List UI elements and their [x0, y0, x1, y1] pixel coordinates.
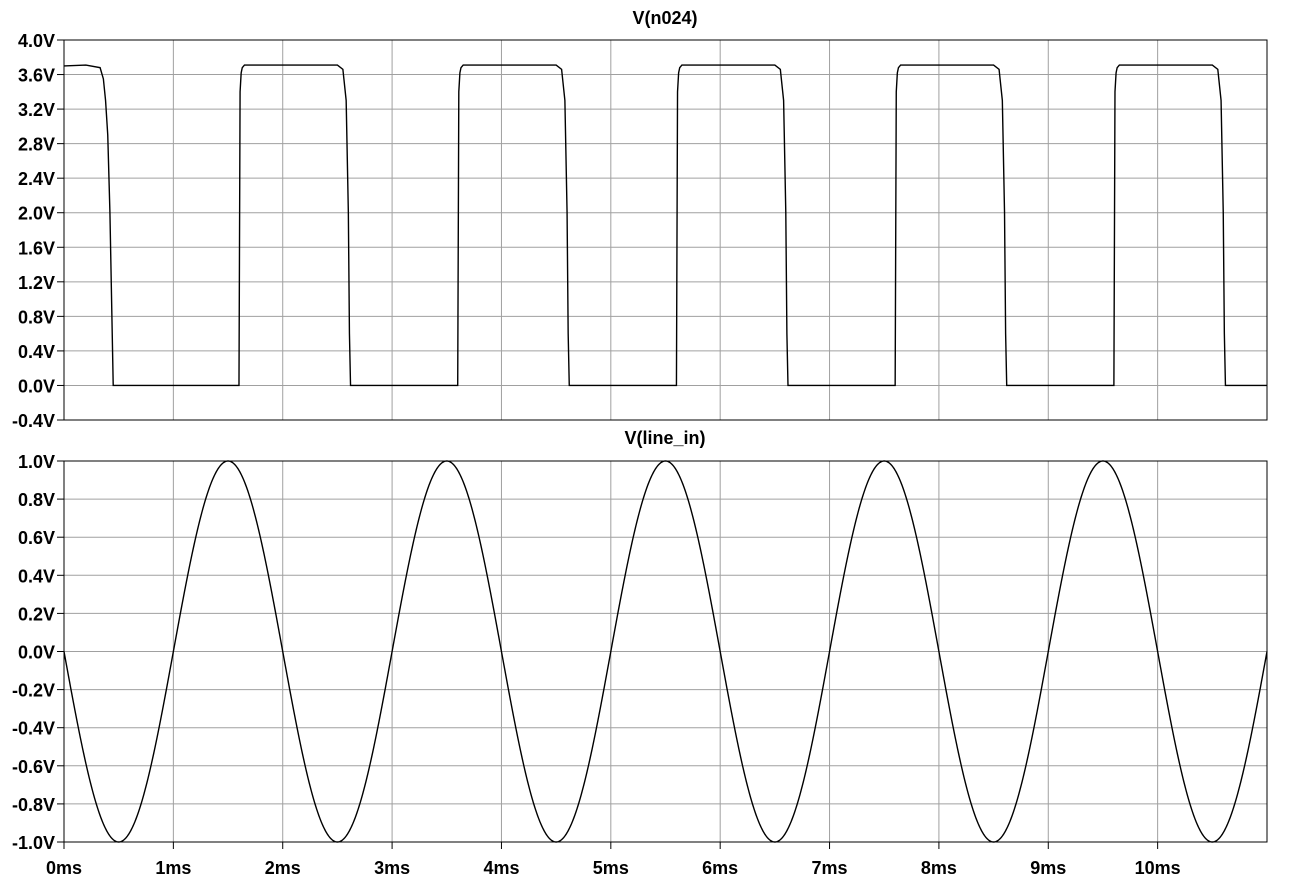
- ytick-bottom-label: -1.0V: [12, 833, 55, 853]
- xtick-label: 4ms: [483, 858, 519, 878]
- ytick-bottom-label: 0.8V: [18, 490, 55, 510]
- ytick-bottom-label: 0.6V: [18, 528, 55, 548]
- xtick-label: 7ms: [812, 858, 848, 878]
- ytick-top-label: 3.6V: [18, 66, 55, 86]
- pane-title-bottom: V(line_in): [624, 428, 705, 448]
- ytick-top-label: 2.4V: [18, 169, 55, 189]
- ytick-top-label: 1.2V: [18, 273, 55, 293]
- xtick-label: 5ms: [593, 858, 629, 878]
- xtick-label: 6ms: [702, 858, 738, 878]
- ytick-top-label: 2.0V: [18, 204, 55, 224]
- pane-title-top: V(n024): [632, 8, 697, 28]
- xtick-label: 8ms: [921, 858, 957, 878]
- ytick-bottom-label: 1.0V: [18, 452, 55, 472]
- trace-n024: [63, 64, 1267, 387]
- ytick-top-label: 2.8V: [18, 135, 55, 155]
- ytick-top-label: 0.4V: [18, 342, 55, 362]
- x-axis-ticks: 0ms 1ms 2ms 3ms 4ms 5ms 6ms 7ms 8ms 9ms 10ms: [46, 842, 1181, 878]
- ytick-top-label: -0.4V: [12, 411, 55, 431]
- pane-top: V(n024) 4.0V 3.6V 3.2V 2.8V 2.4V 2.0V 1.6V 1.2V…: [12, 8, 1268, 431]
- ytick-top-label: 1.6V: [18, 238, 55, 258]
- grid-top: [63, 39, 1267, 421]
- grid-bottom: [63, 460, 1267, 843]
- xtick-label: 9ms: [1030, 858, 1066, 878]
- ytick-bottom-label: 0.0V: [18, 643, 55, 663]
- xtick-label: 10ms: [1135, 858, 1181, 878]
- ytick-top-label: 4.0V: [18, 31, 55, 51]
- ytick-bottom-label: -0.8V: [12, 795, 55, 815]
- frame-top: [63, 39, 1268, 421]
- yticks-bottom: 1.0V 0.8V 0.6V 0.4V 0.2V 0.0V -0.2V -0.4V -0.6V -…: [12, 452, 64, 853]
- ytick-bottom-label: -0.2V: [12, 681, 55, 701]
- ytick-top-label: 0.8V: [18, 307, 55, 327]
- ytick-bottom-label: -0.6V: [12, 757, 55, 777]
- ytick-bottom-label: 0.4V: [18, 566, 55, 586]
- ytick-bottom-label: 0.2V: [18, 604, 55, 624]
- xtick-label: 0ms: [46, 858, 82, 878]
- ytick-top-label: 3.2V: [18, 100, 55, 120]
- xtick-label: 2ms: [265, 858, 301, 878]
- ytick-bottom-label: -0.4V: [12, 719, 55, 739]
- trace-line-in: [63, 460, 1268, 843]
- xtick-label: 3ms: [374, 858, 410, 878]
- xtick-label: 1ms: [155, 858, 191, 878]
- pane-bottom: V(line_in) 1.0V 0.8V 0.6V 0.4V 0.2V 0.0V -0.2V…: [12, 428, 1268, 853]
- ytick-top-label: 0.0V: [18, 376, 55, 396]
- yticks-top: 4.0V 3.6V 3.2V 2.8V 2.4V 2.0V 1.6V 1.2V 0.8V 0.4V…: [12, 31, 64, 431]
